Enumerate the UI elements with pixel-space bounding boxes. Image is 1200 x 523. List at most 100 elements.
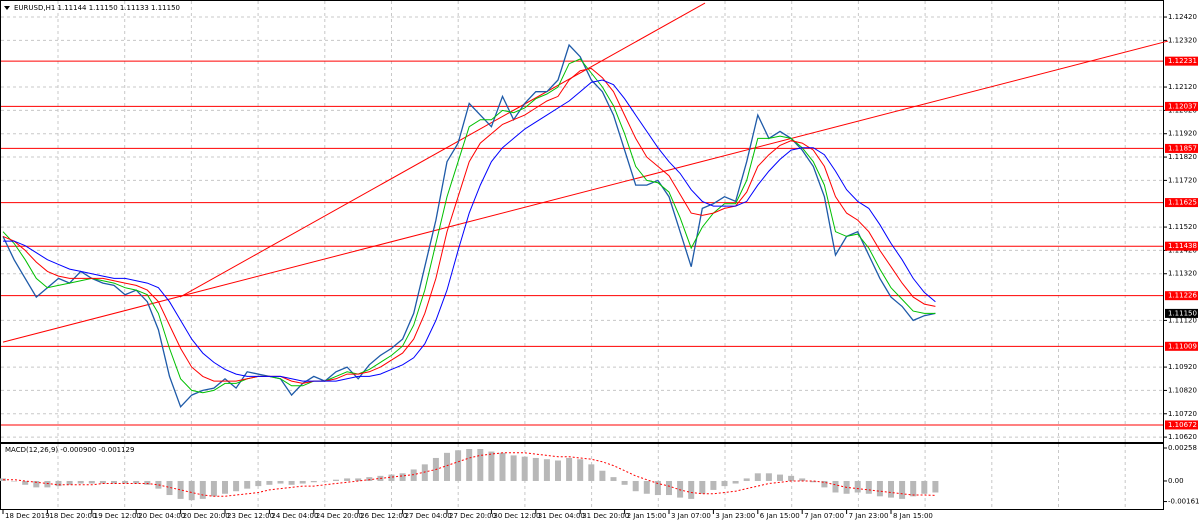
moving-average — [2, 58, 936, 394]
y-tick-label: 1.12420 — [1168, 13, 1197, 21]
macd-bar — [510, 455, 517, 481]
macd-bar — [144, 480, 151, 485]
macd-bar — [44, 480, 51, 488]
x-tick-label: 20 Dec 20:00 — [183, 512, 230, 520]
macd-bar — [388, 474, 395, 481]
macd-bar — [521, 456, 528, 481]
macd-bar — [77, 480, 84, 484]
macd-bar — [33, 480, 40, 488]
macd-bar — [532, 457, 539, 481]
macd-bar — [355, 478, 362, 481]
x-tick-label: 31 Dec 20:00 — [582, 512, 629, 520]
macd-bar — [399, 473, 406, 481]
macd-bar — [876, 480, 883, 497]
y-tick-label: 1.12320 — [1168, 36, 1197, 44]
macd-bar — [765, 473, 772, 481]
price-level-label: 1.12231 — [1168, 57, 1197, 65]
macd-bar — [333, 479, 339, 481]
macd-bar — [732, 480, 739, 484]
y-tick-label: 1.11320 — [1168, 270, 1197, 278]
x-tick-label: 8 Jan 15:00 — [893, 512, 933, 520]
macd-bar — [155, 480, 162, 489]
macd-bar — [310, 480, 317, 483]
price-level-tag — [1165, 101, 1198, 111]
price-level-tag — [1165, 143, 1198, 153]
macd-bar — [555, 460, 561, 481]
y-tick-label: 1.11520 — [1168, 223, 1197, 231]
y-tick-label: 1.10820 — [1168, 386, 1197, 394]
macd-bar — [721, 480, 728, 487]
y-tick-label: -0.00161 — [1168, 498, 1199, 506]
y-tick-label: 1.12120 — [1168, 83, 1197, 91]
macd-bar — [832, 480, 839, 493]
macd-bar — [455, 450, 462, 481]
macd-bar — [799, 478, 806, 481]
macd-bar — [899, 480, 906, 499]
macd-bar — [321, 480, 328, 482]
macd-bar — [421, 464, 428, 481]
macd-bar — [621, 480, 628, 485]
macd-bar — [111, 480, 117, 484]
moving-average — [3, 79, 936, 382]
price-level-label: 1.11438 — [1168, 242, 1197, 250]
macd-bar — [444, 452, 450, 481]
macd-bar — [88, 480, 95, 484]
trendline — [2, 40, 1169, 343]
macd-bar — [244, 480, 251, 489]
price-level-tag — [1165, 56, 1198, 66]
macd-bar — [122, 480, 129, 484]
y-tick-label: 1.10920 — [1168, 363, 1197, 371]
macd-bar — [410, 469, 417, 481]
macd-bar — [210, 480, 217, 497]
macd-bar — [543, 459, 550, 481]
macd-bar — [233, 480, 240, 492]
price-level-tag — [1165, 420, 1198, 430]
x-tick-label: 31 Dec 04:00 — [538, 512, 585, 520]
y-tick-label: 1.11820 — [1168, 153, 1197, 161]
last-price-label: 1.11150 — [1168, 309, 1197, 317]
macd-bar — [477, 449, 484, 481]
y-tick-label: 1.11120 — [1168, 316, 1197, 324]
macd-bar — [788, 475, 795, 481]
macd-bar — [865, 480, 872, 494]
x-tick-label: 27 Dec 04:00 — [405, 512, 452, 520]
price-line — [2, 43, 936, 409]
price-level-label: 1.11625 — [1168, 199, 1197, 207]
x-tick-label: 18 Dec 20:00 — [49, 512, 96, 520]
macd-bar — [266, 480, 273, 485]
y-tick-label: 1.10620 — [1168, 433, 1197, 441]
price-level-label: 1.11009 — [1168, 342, 1197, 350]
main-pane — [0, 0, 1164, 443]
x-tick-label: 2 Jan 15:00 — [627, 512, 667, 520]
macd-bar — [55, 480, 62, 487]
last-price-tag — [1165, 308, 1198, 318]
macd-title: MACD(12,26,9) -0.000900 -0.001129 — [5, 446, 134, 454]
macd-bar — [255, 480, 262, 487]
trendline — [179, 2, 706, 298]
y-tick-label: 0.00258 — [1168, 444, 1197, 452]
macd-bar — [599, 470, 606, 481]
price-level-label: 1.12037 — [1168, 102, 1197, 110]
macd-bar — [466, 449, 473, 481]
x-tick-label: 7 Jan 07:00 — [804, 512, 844, 520]
price-level-tag — [1165, 198, 1198, 208]
y-tick-label: 1.11720 — [1168, 176, 1197, 184]
macd-bar — [11, 480, 18, 482]
price-level-tag — [1165, 241, 1198, 251]
x-tick-label: 7 Jan 23:00 — [849, 512, 889, 520]
x-tick-label: 26 Dec 12:00 — [360, 512, 407, 520]
x-tick-label: 3 Jan 07:00 — [671, 512, 711, 520]
macd-bar — [366, 477, 373, 481]
macd-bar — [921, 480, 928, 494]
moving-average — [2, 67, 936, 384]
price-level-tag — [1165, 341, 1198, 351]
macd-bar — [577, 459, 584, 481]
x-tick-label: 23 Dec 12:00 — [227, 512, 274, 520]
macd-bar — [677, 480, 684, 498]
macd-bar — [854, 480, 861, 493]
macd-bar — [222, 480, 228, 494]
macd-bar — [654, 480, 661, 496]
macd-bar — [699, 480, 706, 494]
x-tick-label: 30 Dec 12:00 — [493, 512, 540, 520]
price-level-tag — [1165, 291, 1198, 301]
